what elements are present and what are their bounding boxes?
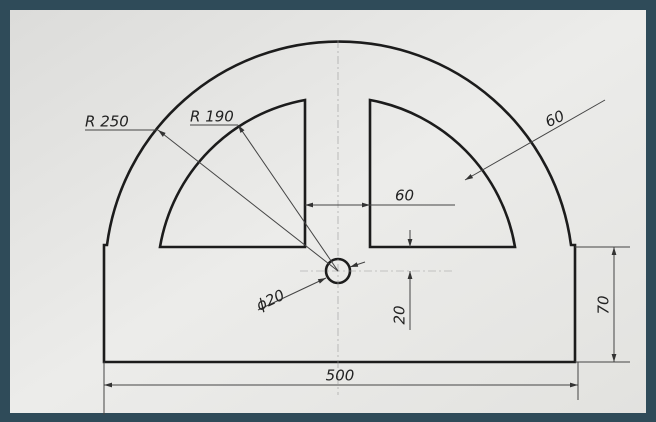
- dimension-label: R 250: [85, 113, 129, 131]
- dimension-label: 500: [326, 367, 355, 385]
- dimension-label: 70: [595, 295, 613, 314]
- drawing-photo: R 250 R 190 60 60 ϕ20 20 70 500: [0, 0, 656, 422]
- paper: [10, 10, 646, 413]
- dimension-label: R 190: [190, 108, 234, 126]
- dimension-label: 20: [391, 305, 409, 324]
- dimension-label: 60: [395, 187, 414, 205]
